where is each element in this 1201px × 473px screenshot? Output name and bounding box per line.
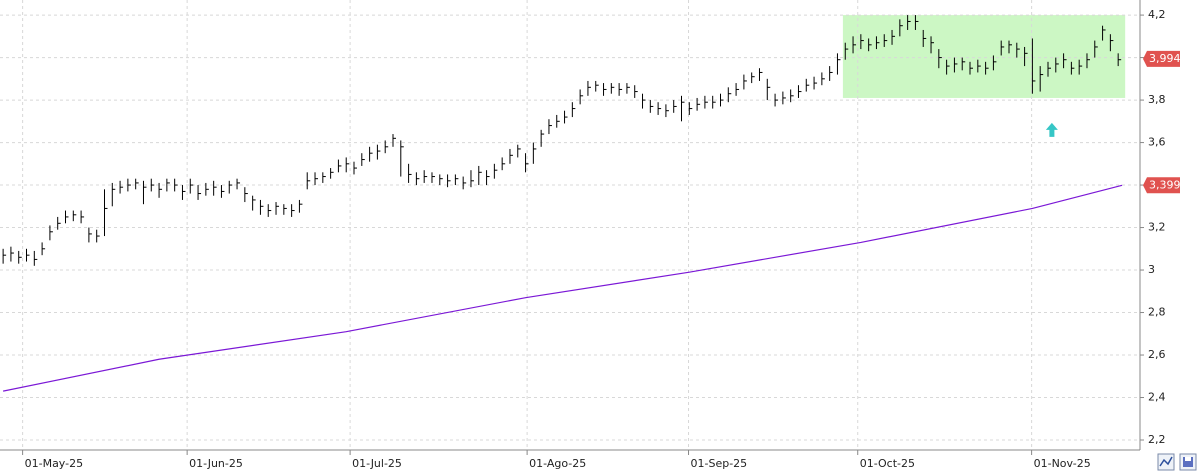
y-tick-label: 3 — [1148, 263, 1155, 276]
x-tick-label: 01-Sep-25 — [691, 457, 748, 470]
y-tick-label: 2,8 — [1148, 306, 1166, 319]
x-tick-label: 01-May-25 — [25, 457, 83, 470]
price-badge — [1143, 50, 1180, 67]
y-tick-label: 3,6 — [1148, 136, 1166, 149]
y-tick-label: 2,4 — [1148, 391, 1166, 404]
y-tick-label: 3,8 — [1148, 93, 1166, 106]
x-tick-label: 01-Jul-25 — [352, 457, 402, 470]
chart-type-icon — [1159, 456, 1173, 467]
save-icon — [1183, 457, 1193, 467]
signal-arrow — [1045, 122, 1058, 137]
x-tick-label: 01-Ago-25 — [529, 457, 586, 470]
y-tick-label: 2,6 — [1148, 348, 1166, 361]
y-tick-label: 3,2 — [1148, 221, 1166, 234]
price-badge — [1143, 177, 1180, 194]
save-icon-label — [1185, 457, 1191, 461]
x-tick-label: 01-Jun-25 — [189, 457, 243, 470]
toolbar[interactable] — [1157, 453, 1197, 471]
highlight-box — [842, 15, 1126, 98]
x-tick-label: 01-Oct-25 — [860, 457, 915, 470]
price-badge-label: 3,994 — [1149, 52, 1181, 65]
price-badge-label: 3,399 — [1149, 178, 1181, 191]
moving-average-line — [2, 184, 1123, 392]
y-tick-label: 4,2 — [1148, 8, 1166, 21]
x-tick-label: 01-Nov-25 — [1034, 457, 1091, 470]
y-tick-label: 2,2 — [1148, 433, 1166, 446]
